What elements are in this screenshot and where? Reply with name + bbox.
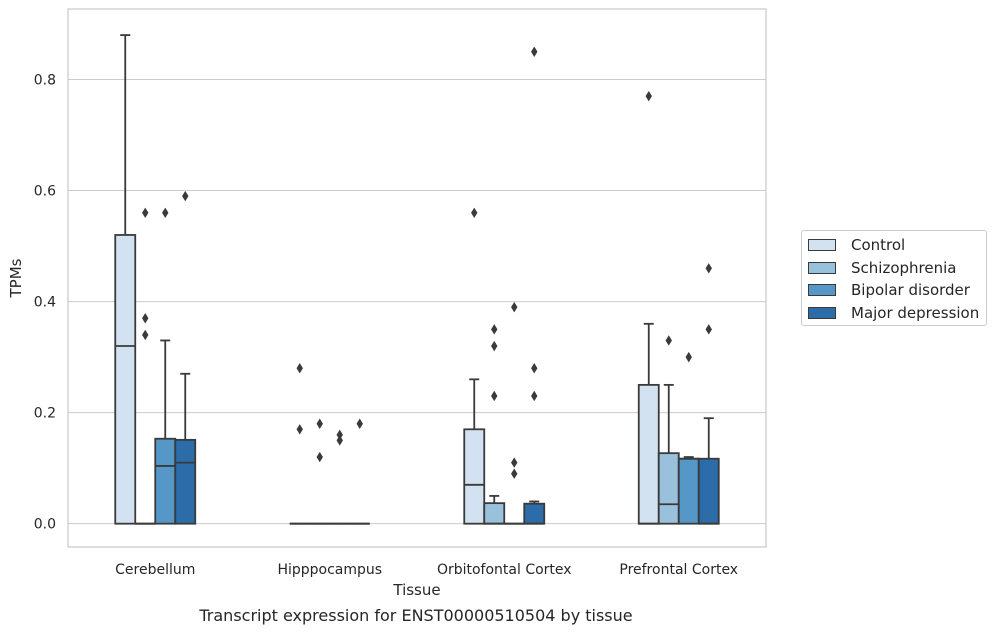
x-tick-label: Orbitofontal Cortex — [437, 562, 572, 578]
outlier-point — [531, 363, 538, 374]
y-tick-label: 0.2 — [34, 406, 56, 422]
x-axis-label: Tissue — [392, 581, 440, 599]
box-iqr — [154, 437, 177, 525]
legend-label: Bipolar disorder — [851, 281, 970, 299]
box-major-depression — [523, 46, 546, 525]
box-iqr — [523, 502, 546, 525]
chart-caption: Transcript expression for ENST0000051050… — [199, 606, 633, 625]
box-iqr — [637, 383, 660, 525]
box-bipolar-disorder — [677, 351, 700, 525]
box-bipolar-disorder — [329, 429, 350, 525]
box-control — [463, 207, 486, 525]
box-major-depression — [697, 263, 720, 525]
outlier-point — [531, 46, 538, 57]
box-control — [289, 363, 310, 525]
outlier-point — [182, 190, 189, 202]
y-tick-label: 0.6 — [34, 184, 56, 200]
outlier-point — [491, 390, 498, 402]
legend-swatch — [808, 306, 836, 319]
box-major-depression — [174, 190, 197, 525]
y-axis-label: TPMs — [7, 258, 25, 298]
box-major-depression — [349, 418, 370, 525]
outlier-point — [531, 390, 538, 402]
outlier-point — [296, 363, 303, 374]
legend-label: Schizophrenia — [851, 258, 957, 277]
plot-frame — [67, 8, 767, 548]
outlier-point — [296, 424, 303, 435]
box-iqr — [483, 502, 506, 525]
outlier-point — [162, 207, 169, 218]
x-tick-label: Hipppocampus — [277, 562, 382, 578]
box-iqr — [174, 438, 197, 525]
outlier-point — [491, 324, 498, 335]
box-control — [637, 90, 660, 525]
outlier-point — [511, 468, 518, 479]
box-schizophrenia — [309, 418, 330, 525]
box-control — [114, 34, 137, 525]
outlier-point — [645, 90, 652, 102]
box-schizophrenia — [135, 207, 156, 525]
legend-item: Bipolar disorder — [808, 280, 970, 300]
outlier-point — [316, 418, 323, 429]
outlier-point — [142, 207, 149, 218]
box-schizophrenia — [483, 324, 506, 525]
box-iqr — [697, 457, 720, 525]
x-tick-label: Prefrontal Cortex — [619, 562, 738, 578]
outlier-point — [336, 435, 343, 446]
legend-label: Control — [851, 236, 906, 254]
legend-label: Major depression — [851, 303, 980, 322]
outlier-point — [316, 451, 323, 463]
legend: Control Schizophrenia Bipolar disorder Majo… — [801, 230, 987, 326]
box-iqr — [114, 234, 137, 525]
outlier-point — [336, 429, 343, 441]
outlier-point — [705, 263, 712, 274]
outlier-point — [665, 335, 672, 346]
outlier-point — [685, 351, 692, 363]
legend-swatch — [808, 239, 836, 251]
x-tick-label: Cerebellum — [115, 562, 195, 578]
outlier-point — [511, 457, 518, 468]
legend-item: Control — [808, 235, 905, 255]
box-iqr — [463, 428, 486, 525]
legend-swatch — [808, 261, 836, 274]
box-iqr — [657, 452, 680, 525]
box-schizophrenia — [657, 335, 680, 525]
outlier-point — [142, 313, 149, 324]
legend-swatch — [808, 284, 836, 296]
legend-item: Major depression — [808, 303, 979, 323]
outlier-point — [511, 301, 518, 313]
box-bipolar-disorder — [504, 301, 525, 525]
outlier-point — [356, 418, 363, 429]
y-tick-label: 0.0 — [34, 517, 56, 533]
outlier-point — [705, 324, 712, 335]
y-tick-label: 0.8 — [34, 73, 56, 89]
outlier-point — [142, 329, 149, 341]
box-iqr — [677, 457, 700, 525]
outlier-point — [471, 207, 478, 218]
outlier-point — [491, 340, 498, 352]
legend-item: Schizophrenia — [808, 258, 956, 278]
box-bipolar-disorder — [154, 207, 177, 525]
y-tick-label: 0.4 — [34, 295, 56, 311]
